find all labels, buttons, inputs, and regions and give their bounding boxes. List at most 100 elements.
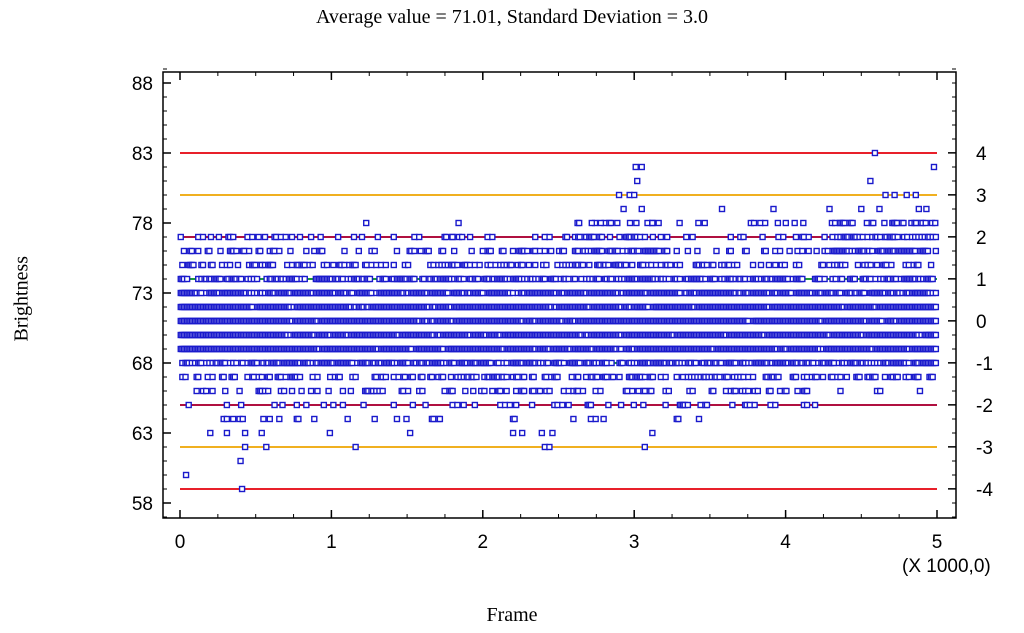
data-point	[363, 219, 370, 227]
data-point	[754, 387, 762, 395]
data-point	[563, 233, 571, 241]
data-point	[803, 401, 811, 409]
data-point	[767, 387, 774, 395]
data-point	[586, 261, 593, 269]
data-point	[487, 359, 494, 367]
data-point	[449, 387, 456, 395]
data-point	[506, 401, 514, 409]
sigma-tick-label: -4	[976, 480, 993, 501]
data-point	[379, 387, 386, 395]
data-point	[500, 247, 507, 255]
data-point	[689, 387, 696, 395]
data-point	[241, 429, 249, 437]
data-point	[615, 191, 623, 199]
data-point	[311, 415, 318, 423]
data-point	[632, 163, 639, 171]
data-point	[694, 247, 701, 255]
data-point	[317, 233, 324, 241]
data-point	[649, 373, 657, 381]
data-point	[588, 219, 596, 227]
data-point	[450, 247, 458, 255]
sigma-tick-label: 3	[976, 186, 987, 207]
data-point	[932, 233, 940, 241]
y-tick-label: 63	[132, 424, 153, 445]
data-point	[288, 387, 296, 395]
data-point	[633, 219, 640, 227]
y-tick-label: 68	[132, 354, 153, 375]
data-point	[179, 261, 186, 269]
x-tick-label: 3	[629, 532, 640, 553]
data-point	[276, 415, 283, 423]
data-point	[258, 429, 265, 437]
data-point	[217, 275, 224, 283]
data-point	[339, 401, 347, 409]
data-point	[711, 275, 719, 283]
data-point	[230, 233, 237, 241]
data-point	[915, 373, 922, 381]
y-tick-label: 73	[132, 284, 153, 305]
data-point	[665, 387, 672, 395]
data-point	[287, 247, 294, 255]
data-point	[296, 373, 304, 381]
data-point	[532, 233, 539, 241]
data-point	[481, 387, 488, 395]
data-point	[664, 233, 671, 241]
data-point	[336, 373, 343, 381]
data-point	[757, 261, 765, 269]
data-point	[622, 261, 630, 269]
data-point	[781, 261, 789, 269]
data-point	[876, 205, 883, 213]
data-point	[598, 233, 606, 241]
data-point	[574, 373, 582, 381]
data-point	[255, 233, 262, 241]
data-point	[881, 219, 888, 227]
data-point	[799, 275, 806, 283]
data-point	[729, 401, 736, 409]
data-point	[549, 429, 556, 437]
data-point	[649, 429, 656, 437]
data-point	[512, 401, 520, 409]
sigma-tick-label: -3	[976, 438, 993, 459]
data-point	[554, 373, 561, 381]
data-point	[710, 387, 717, 395]
data-point	[701, 219, 708, 227]
data-point	[538, 429, 546, 437]
data-point	[215, 233, 223, 241]
data-point	[616, 233, 623, 241]
data-point	[355, 247, 363, 255]
data-point	[794, 387, 801, 395]
data-point	[503, 387, 510, 395]
data-point	[774, 219, 782, 227]
data-point	[266, 373, 273, 381]
data-point	[732, 387, 739, 395]
data-point	[223, 401, 231, 409]
data-point	[713, 247, 720, 255]
data-point	[237, 401, 245, 409]
x-tick-label: 1	[326, 532, 337, 553]
data-point	[929, 373, 936, 381]
data-point	[915, 261, 922, 269]
data-point	[436, 415, 444, 423]
data-point	[803, 387, 811, 395]
data-point	[298, 387, 305, 395]
y-tick-label: 78	[132, 214, 153, 235]
data-point	[509, 247, 517, 255]
data-point	[260, 415, 267, 423]
data-point	[851, 275, 858, 283]
data-point	[352, 373, 359, 381]
data-point	[932, 345, 940, 353]
data-point	[579, 261, 587, 269]
data-point	[932, 331, 940, 339]
data-point	[695, 219, 702, 227]
data-point	[497, 387, 504, 395]
data-point	[560, 247, 568, 255]
data-point	[428, 373, 436, 381]
data-point	[867, 261, 874, 269]
data-point	[579, 387, 587, 395]
data-point	[759, 233, 766, 241]
data-point	[762, 247, 769, 255]
data-point	[676, 219, 683, 227]
data-point	[667, 261, 674, 269]
data-point	[800, 219, 807, 227]
